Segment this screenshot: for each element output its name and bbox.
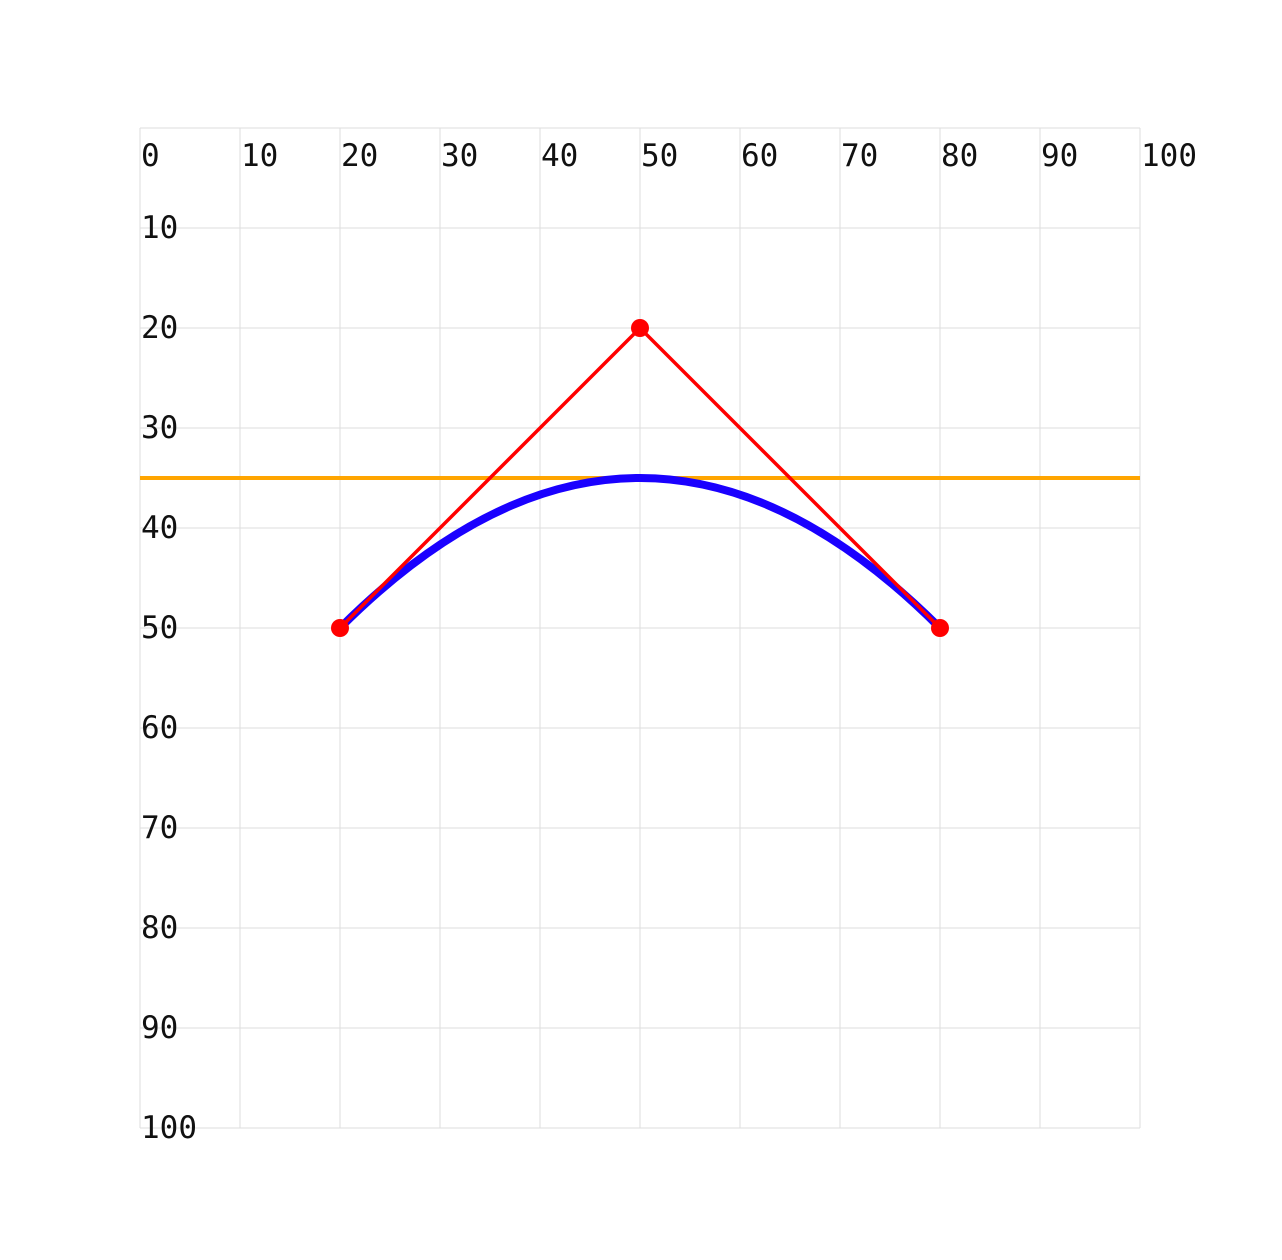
x-tick-label: 10 <box>241 138 278 174</box>
control-points <box>331 319 949 637</box>
x-tick-label: 20 <box>341 138 378 174</box>
x-tick-label: 90 <box>1041 138 1078 174</box>
x-tick-label: 70 <box>841 138 878 174</box>
control-point <box>931 619 949 637</box>
grid <box>139 127 1141 1129</box>
y-tick-label: 80 <box>141 910 178 946</box>
y-tick-label: 30 <box>141 410 178 446</box>
x-tick-label: 0 <box>141 138 160 174</box>
control-point <box>331 619 349 637</box>
y-tick-label: 20 <box>141 310 178 346</box>
y-tick-labels: 10 20 30 40 50 60 70 80 90 100 <box>141 210 197 1146</box>
x-tick-label: 40 <box>541 138 578 174</box>
y-tick-label: 60 <box>141 710 178 746</box>
x-tick-label: 60 <box>741 138 778 174</box>
y-tick-label: 50 <box>141 610 178 646</box>
y-tick-label: 100 <box>141 1110 197 1146</box>
y-tick-label: 40 <box>141 510 178 546</box>
bezier-curve <box>336 474 944 632</box>
x-tick-label: 30 <box>441 138 478 174</box>
x-tick-labels: 0 10 20 30 40 50 60 70 80 90 100 <box>141 138 1197 174</box>
y-tick-label: 90 <box>141 1010 178 1046</box>
x-tick-label: 50 <box>641 138 678 174</box>
control-point <box>631 319 649 337</box>
y-tick-label: 70 <box>141 810 178 846</box>
x-tick-label: 80 <box>941 138 978 174</box>
x-tick-label: 100 <box>1141 138 1197 174</box>
y-tick-label: 10 <box>141 210 178 246</box>
